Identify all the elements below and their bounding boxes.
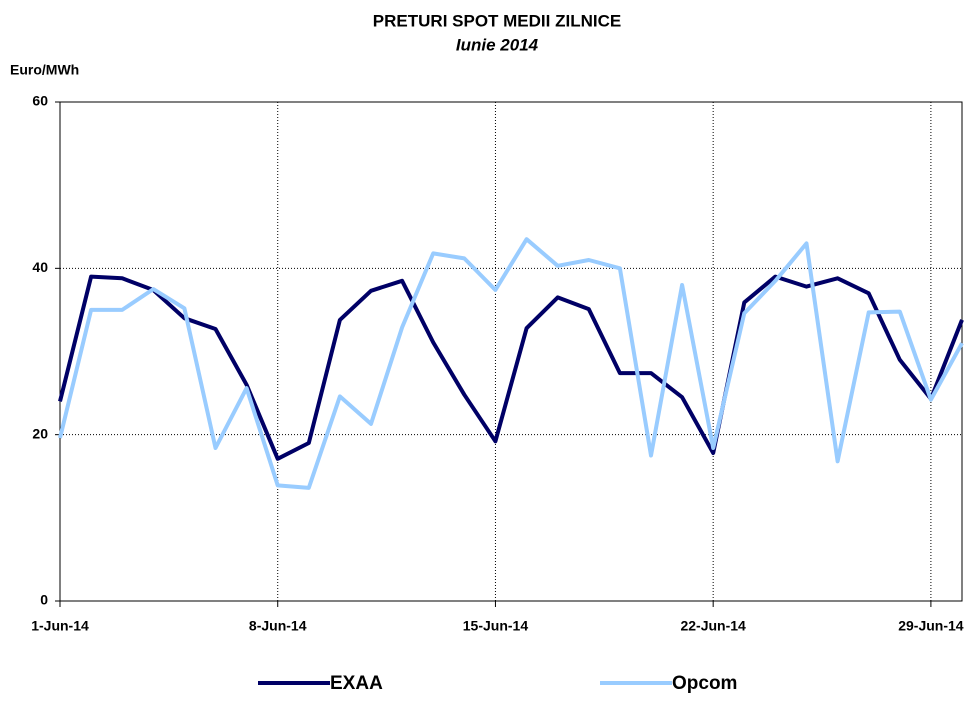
x-tick-label: 8-Jun-14 [249,618,307,634]
x-tick-label: 22-Jun-14 [680,618,746,634]
x-tick-label: 1-Jun-14 [31,618,89,634]
x-tick-label: 15-Jun-14 [463,618,529,634]
chart-subtitle: Iunie 2014 [456,35,539,54]
x-tick-label: 29-Jun-14 [898,618,964,634]
series-line [58,274,964,461]
y-tick-label: 40 [32,259,48,275]
legend-label: Opcom [672,673,737,694]
plot-border [59,101,963,602]
legend-label: EXAA [330,673,383,694]
y-tick-label: 20 [32,425,48,441]
y-axis-label: Euro/MWh [10,62,79,78]
y-tick-label: 0 [40,592,48,608]
y-tick-label: 60 [32,93,48,109]
chart-title: PRETURI SPOT MEDII ZILNICE [373,11,621,30]
series-line [58,237,964,490]
